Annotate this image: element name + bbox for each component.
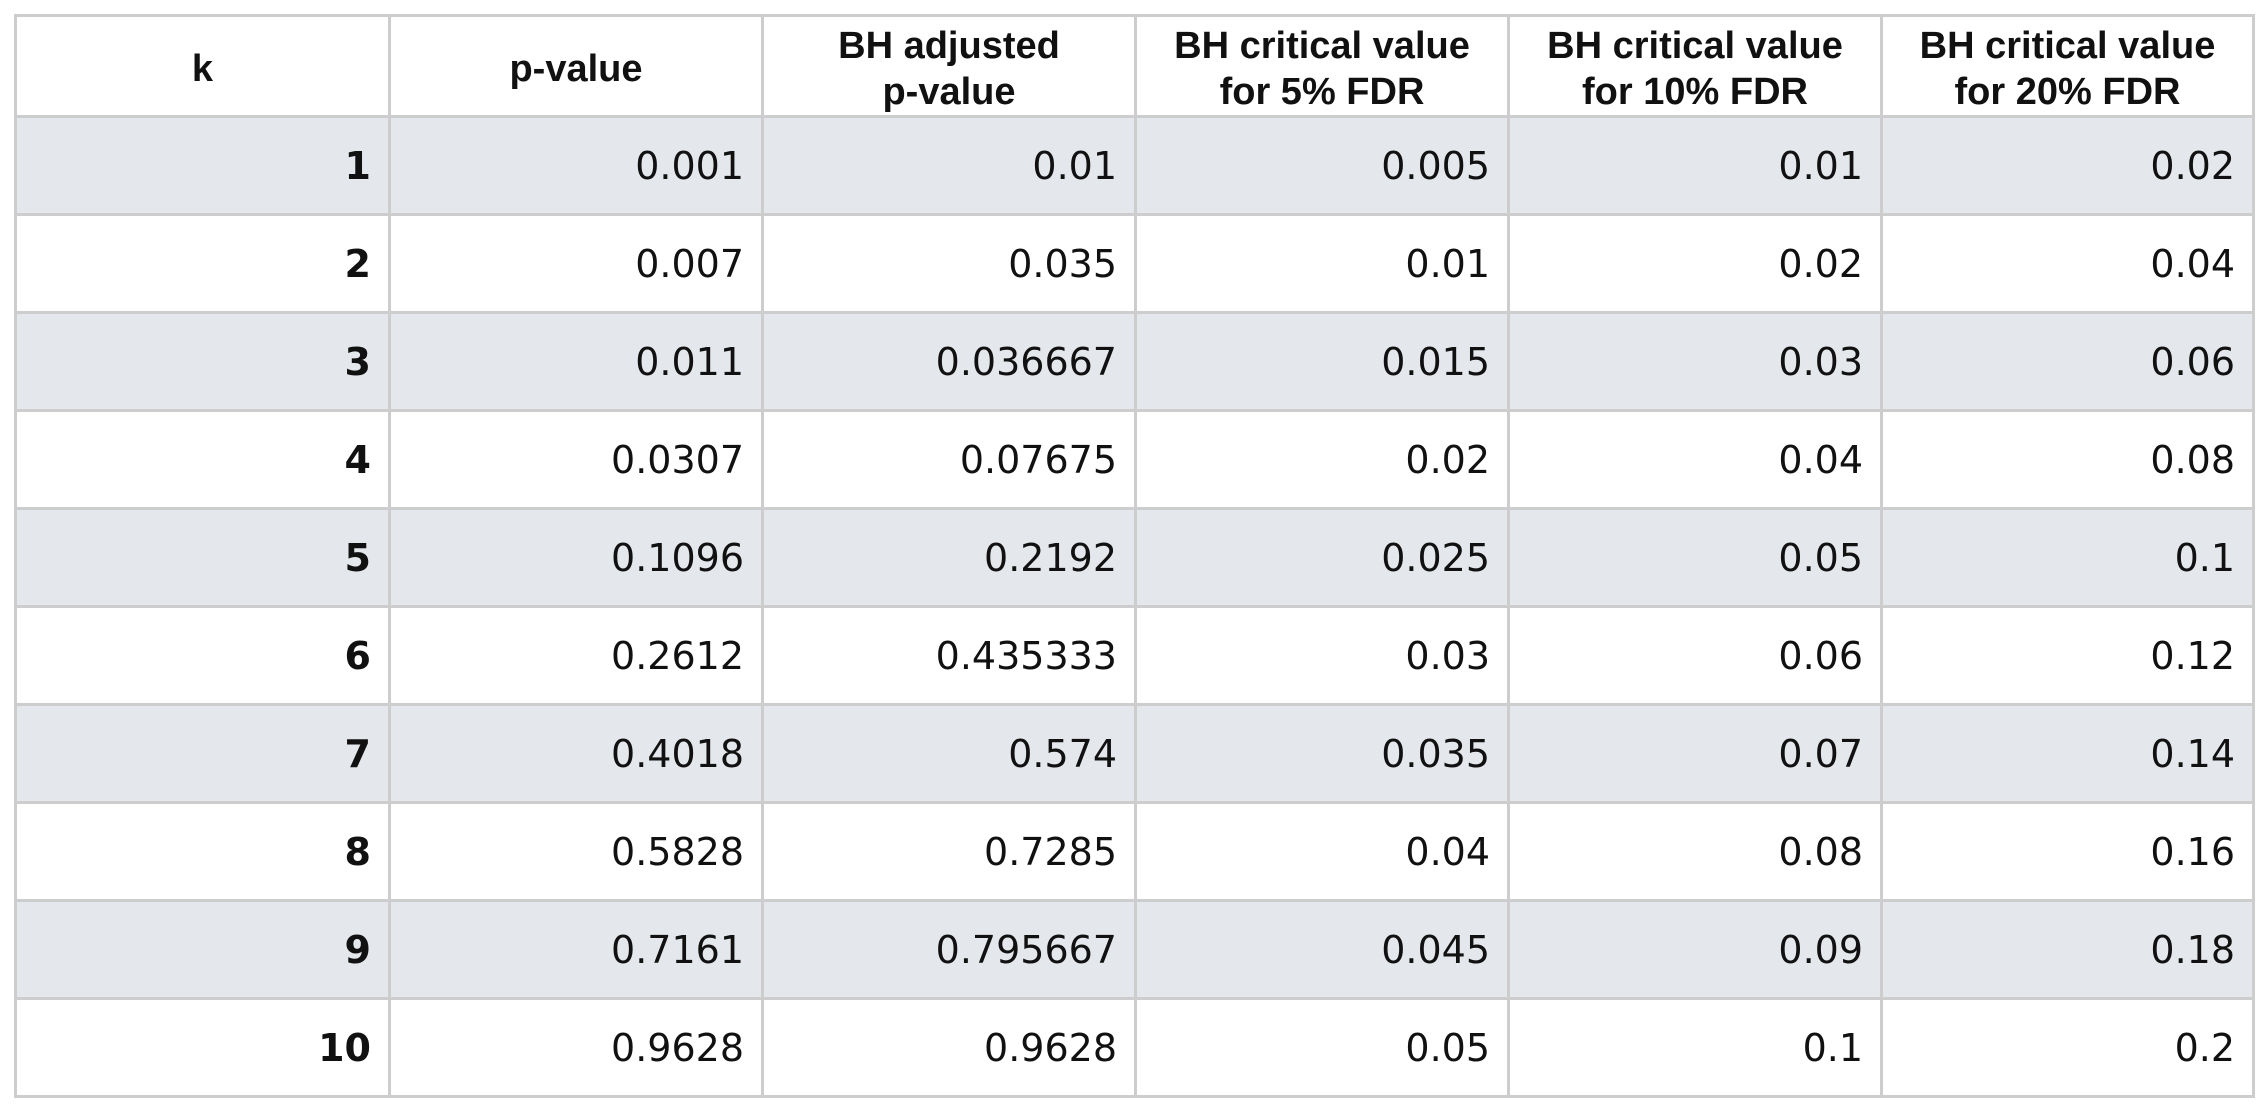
cell-k: 9	[14, 899, 391, 1000]
cell-k: 10	[14, 997, 391, 1098]
bh-results-table-container: k p-value BH adjusted p-value BH critical…	[14, 14, 2255, 1098]
cell-p-value: 0.7161	[388, 899, 764, 1000]
cell-k: 2	[14, 213, 391, 314]
header-crit-20: BH critical value for 20% FDR	[1880, 14, 2255, 118]
cell-crit-20: 0.06	[1880, 311, 2255, 412]
cell-crit-10: 0.04	[1507, 409, 1883, 510]
cell-bh-adjusted: 0.574	[761, 703, 1137, 804]
header-crit-5-line2: for 5% FDR	[1219, 71, 1425, 113]
table-row: 9 0.7161 0.795667 0.045 0.09 0.18	[14, 899, 2255, 1000]
cell-crit-10: 0.09	[1507, 899, 1883, 1000]
cell-crit-5: 0.04	[1134, 801, 1510, 902]
cell-bh-adjusted: 0.01	[761, 115, 1137, 216]
cell-crit-20: 0.02	[1880, 115, 2255, 216]
header-p-value-label: p-value	[509, 48, 643, 90]
cell-bh-adjusted: 0.07675	[761, 409, 1137, 510]
cell-crit-5: 0.05	[1134, 997, 1510, 1098]
cell-bh-adjusted: 0.035	[761, 213, 1137, 314]
header-bh-adjusted: BH adjusted p-value	[761, 14, 1137, 118]
cell-p-value: 0.011	[388, 311, 764, 412]
header-crit-10-line2: for 10% FDR	[1582, 71, 1808, 113]
cell-crit-20: 0.12	[1880, 605, 2255, 706]
header-crit-10-line1: BH critical value	[1547, 25, 1843, 67]
table-row: 8 0.5828 0.7285 0.04 0.08 0.16	[14, 801, 2255, 902]
header-p-value: p-value	[388, 14, 764, 118]
table-row: 6 0.2612 0.435333 0.03 0.06 0.12	[14, 605, 2255, 706]
cell-k: 8	[14, 801, 391, 902]
header-crit-5-line1: BH critical value	[1174, 25, 1470, 67]
cell-crit-10: 0.01	[1507, 115, 1883, 216]
cell-bh-adjusted: 0.2192	[761, 507, 1137, 608]
header-crit-20-line1: BH critical value	[1919, 25, 2216, 67]
cell-crit-20: 0.1	[1880, 507, 2255, 608]
cell-p-value: 0.007	[388, 213, 764, 314]
table-row: 4 0.0307 0.07675 0.02 0.04 0.08	[14, 409, 2255, 510]
header-k: k	[14, 14, 391, 118]
cell-bh-adjusted: 0.795667	[761, 899, 1137, 1000]
cell-p-value: 0.1096	[388, 507, 764, 608]
cell-crit-5: 0.01	[1134, 213, 1510, 314]
cell-crit-5: 0.005	[1134, 115, 1510, 216]
cell-bh-adjusted: 0.435333	[761, 605, 1137, 706]
table-row: 5 0.1096 0.2192 0.025 0.05 0.1	[14, 507, 2255, 608]
cell-p-value: 0.0307	[388, 409, 764, 510]
cell-p-value: 0.2612	[388, 605, 764, 706]
header-crit-20-line2: for 20% FDR	[1954, 71, 2181, 113]
cell-bh-adjusted: 0.9628	[761, 997, 1137, 1098]
cell-k: 7	[14, 703, 391, 804]
cell-k: 3	[14, 311, 391, 412]
header-k-label: k	[191, 48, 214, 90]
cell-p-value: 0.9628	[388, 997, 764, 1098]
cell-crit-20: 0.18	[1880, 899, 2255, 1000]
cell-crit-5: 0.035	[1134, 703, 1510, 804]
cell-k: 6	[14, 605, 391, 706]
header-bh-adjusted-line2: p-value	[882, 71, 1016, 113]
header-row: k p-value BH adjusted p-value BH critical…	[14, 14, 2255, 118]
table-row: 2 0.007 0.035 0.01 0.02 0.04	[14, 213, 2255, 314]
cell-crit-5: 0.025	[1134, 507, 1510, 608]
header-bh-adjusted-line1: BH adjusted	[838, 25, 1060, 67]
header-crit-10: BH critical value for 10% FDR	[1507, 14, 1883, 118]
cell-p-value: 0.001	[388, 115, 764, 216]
cell-k: 4	[14, 409, 391, 510]
bh-results-table: k p-value BH adjusted p-value BH critical…	[14, 14, 2255, 1098]
cell-bh-adjusted: 0.7285	[761, 801, 1137, 902]
cell-bh-adjusted: 0.036667	[761, 311, 1137, 412]
cell-crit-10: 0.03	[1507, 311, 1883, 412]
header-crit-5: BH critical value for 5% FDR	[1134, 14, 1510, 118]
cell-crit-5: 0.03	[1134, 605, 1510, 706]
cell-crit-20: 0.08	[1880, 409, 2255, 510]
cell-crit-20: 0.16	[1880, 801, 2255, 902]
cell-crit-10: 0.1	[1507, 997, 1883, 1098]
table-row: 7 0.4018 0.574 0.035 0.07 0.14	[14, 703, 2255, 804]
cell-crit-20: 0.14	[1880, 703, 2255, 804]
cell-p-value: 0.4018	[388, 703, 764, 804]
cell-crit-20: 0.04	[1880, 213, 2255, 314]
cell-crit-10: 0.06	[1507, 605, 1883, 706]
table-row: 10 0.9628 0.9628 0.05 0.1 0.2	[14, 997, 2255, 1098]
cell-crit-20: 0.2	[1880, 997, 2255, 1098]
cell-crit-10: 0.07	[1507, 703, 1883, 804]
cell-crit-10: 0.08	[1507, 801, 1883, 902]
cell-k: 1	[14, 115, 391, 216]
cell-crit-5: 0.015	[1134, 311, 1510, 412]
cell-crit-10: 0.02	[1507, 213, 1883, 314]
cell-p-value: 0.5828	[388, 801, 764, 902]
cell-k: 5	[14, 507, 391, 608]
table-row: 1 0.001 0.01 0.005 0.01 0.02	[14, 115, 2255, 216]
cell-crit-5: 0.045	[1134, 899, 1510, 1000]
table-row: 3 0.011 0.036667 0.015 0.03 0.06	[14, 311, 2255, 412]
cell-crit-5: 0.02	[1134, 409, 1510, 510]
cell-crit-10: 0.05	[1507, 507, 1883, 608]
